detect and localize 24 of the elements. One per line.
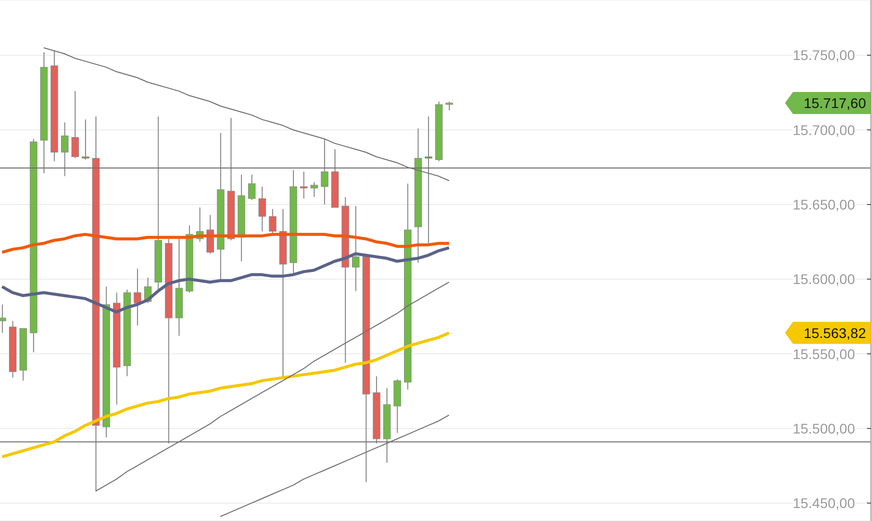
candlestick [300, 171, 308, 200]
candlestick [71, 90, 79, 159]
y-tick-label: 15.600,00 [792, 271, 856, 288]
y-tick-label: 15.550,00 [792, 346, 856, 362]
candlestick [60, 122, 68, 177]
candlestick [320, 138, 328, 206]
y-tick-label: 15.750,00 [792, 47, 856, 64]
candlestick [310, 182, 318, 198]
text: 15.717,60 [804, 95, 866, 112]
candlestick [268, 208, 276, 234]
candlestick [0, 304, 6, 334]
y-tick-label: 15.650,00 [792, 196, 856, 213]
candlestick [248, 174, 256, 201]
y-tick-label: 15.700,00 [792, 122, 856, 138]
y-tick-label: 15.450,00 [792, 495, 856, 512]
candlestick [352, 206, 360, 292]
y-tick-label: 15.500,00 [792, 420, 856, 436]
line-series [0, 246, 451, 314]
line-series [0, 331, 451, 458]
candlestick [424, 116, 432, 244]
candlestick [82, 118, 90, 160]
candlestick [134, 268, 142, 326]
text: 15.563,82 [804, 324, 866, 341]
candlestick [258, 186, 266, 232]
